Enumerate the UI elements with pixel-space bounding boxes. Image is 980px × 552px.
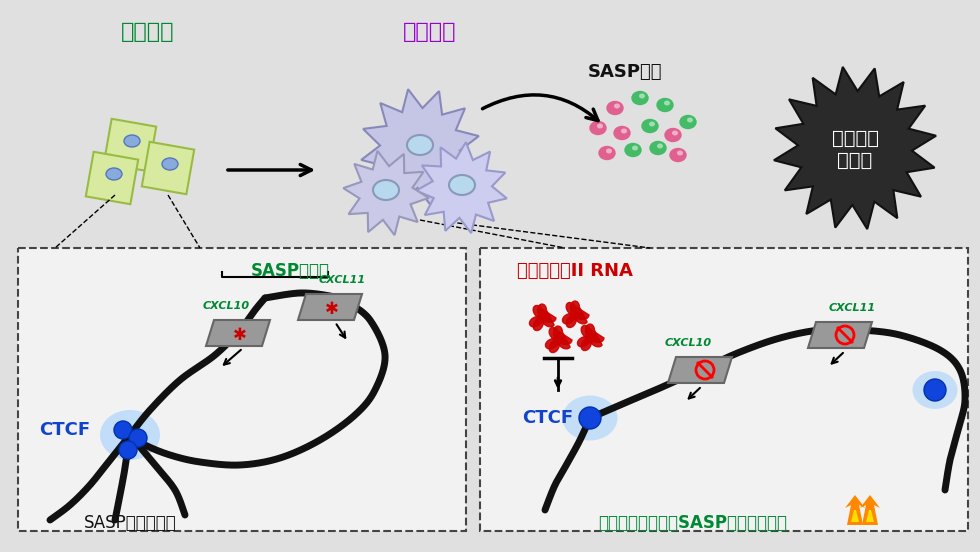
Polygon shape — [566, 302, 589, 327]
Circle shape — [129, 429, 147, 447]
Polygon shape — [774, 67, 936, 229]
Polygon shape — [343, 151, 428, 235]
Ellipse shape — [687, 118, 693, 123]
Ellipse shape — [657, 144, 663, 148]
Text: CTCF: CTCF — [522, 409, 573, 427]
Text: SASP遺伝子: SASP遺伝子 — [251, 262, 329, 280]
Text: ✱: ✱ — [233, 326, 247, 344]
Text: 老化細胞: 老化細胞 — [403, 22, 457, 42]
Text: 発がん・: 発がん・ — [831, 129, 878, 147]
Polygon shape — [206, 320, 270, 346]
Ellipse shape — [650, 141, 666, 155]
Text: 悪性化: 悪性化 — [837, 151, 872, 169]
Ellipse shape — [614, 126, 630, 140]
Ellipse shape — [407, 135, 433, 155]
Circle shape — [119, 441, 137, 459]
Text: ✱: ✱ — [325, 300, 339, 318]
Ellipse shape — [625, 144, 641, 157]
Ellipse shape — [664, 100, 670, 105]
Ellipse shape — [657, 98, 673, 112]
Ellipse shape — [677, 151, 683, 156]
Text: SASP因子: SASP因子 — [588, 63, 662, 81]
Polygon shape — [362, 89, 479, 207]
Polygon shape — [866, 510, 874, 522]
Circle shape — [924, 379, 946, 401]
Ellipse shape — [680, 115, 696, 129]
Circle shape — [579, 407, 601, 429]
Ellipse shape — [607, 102, 623, 114]
Ellipse shape — [632, 92, 648, 104]
Polygon shape — [860, 495, 880, 525]
Polygon shape — [577, 324, 602, 347]
Ellipse shape — [597, 124, 603, 129]
Polygon shape — [546, 326, 570, 349]
Text: CXCL10: CXCL10 — [203, 301, 250, 311]
Ellipse shape — [162, 158, 178, 170]
Ellipse shape — [665, 129, 681, 141]
Polygon shape — [845, 495, 865, 525]
Ellipse shape — [100, 410, 160, 460]
Polygon shape — [851, 510, 859, 522]
Ellipse shape — [373, 180, 399, 200]
Polygon shape — [416, 142, 507, 233]
Polygon shape — [142, 142, 194, 194]
Ellipse shape — [639, 93, 645, 98]
Ellipse shape — [621, 129, 627, 134]
Text: SASP遺伝子領域: SASP遺伝子領域 — [83, 514, 176, 532]
Ellipse shape — [590, 121, 606, 135]
Ellipse shape — [124, 135, 140, 147]
Ellipse shape — [563, 395, 617, 440]
Ellipse shape — [672, 130, 678, 135]
Ellipse shape — [599, 146, 615, 160]
Text: CTCF: CTCF — [39, 421, 90, 439]
Ellipse shape — [670, 148, 686, 162]
Ellipse shape — [614, 104, 620, 109]
Ellipse shape — [632, 146, 638, 151]
Ellipse shape — [606, 148, 612, 153]
Text: CXCL11: CXCL11 — [318, 275, 366, 285]
Ellipse shape — [649, 121, 655, 126]
Text: 炎症性遺伝子群（SASP因子）の発現: 炎症性遺伝子群（SASP因子）の発現 — [599, 514, 788, 532]
Ellipse shape — [449, 175, 475, 195]
Polygon shape — [533, 305, 556, 331]
Ellipse shape — [642, 119, 658, 132]
Polygon shape — [549, 327, 572, 353]
Text: 若い細胞: 若い細胞 — [122, 22, 174, 42]
Polygon shape — [298, 294, 362, 320]
FancyBboxPatch shape — [18, 248, 466, 531]
Circle shape — [114, 421, 132, 439]
Polygon shape — [86, 152, 138, 204]
Polygon shape — [563, 301, 587, 324]
Ellipse shape — [912, 371, 957, 409]
Text: CXCL11: CXCL11 — [828, 303, 875, 313]
Text: サテライトII RNA: サテライトII RNA — [517, 262, 633, 280]
Polygon shape — [668, 357, 732, 383]
Ellipse shape — [106, 168, 122, 180]
Polygon shape — [581, 326, 604, 351]
Text: CXCL10: CXCL10 — [664, 338, 711, 348]
Polygon shape — [104, 119, 156, 171]
Polygon shape — [808, 322, 872, 348]
FancyBboxPatch shape — [480, 248, 968, 531]
Polygon shape — [529, 304, 554, 327]
